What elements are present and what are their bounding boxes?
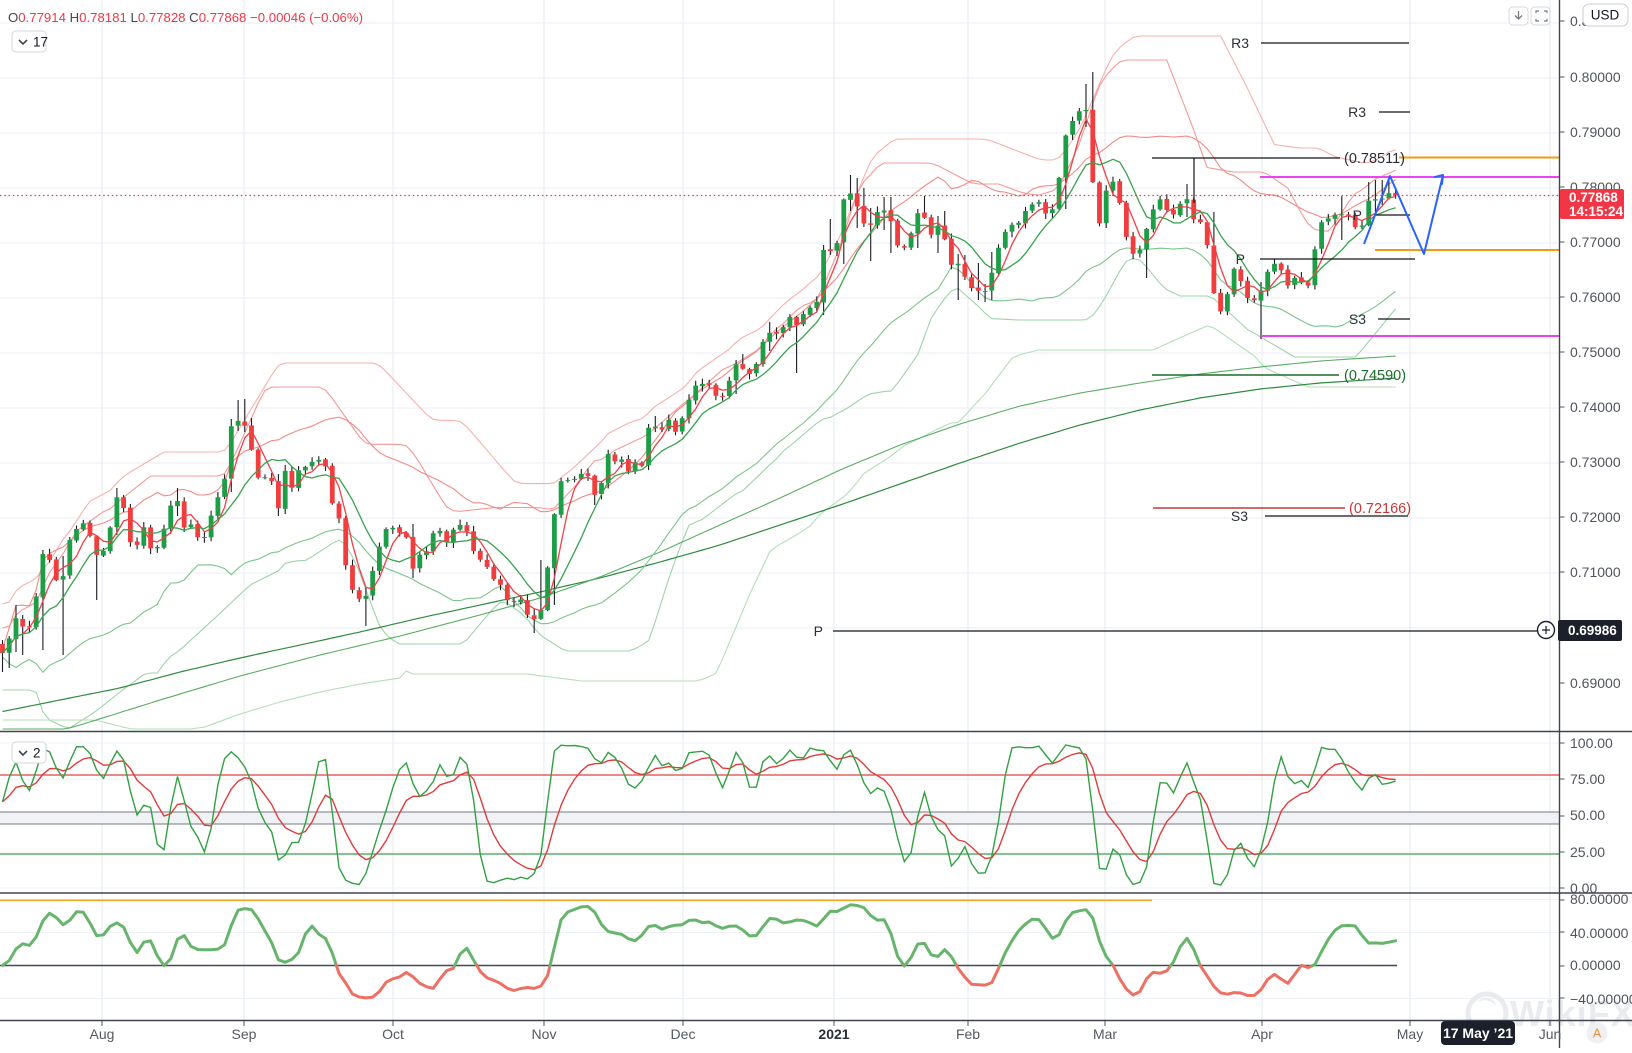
svg-text:Oct: Oct [382, 1026, 404, 1042]
svg-text:0.79000: 0.79000 [1570, 124, 1621, 140]
svg-text:Feb: Feb [956, 1026, 980, 1042]
svg-text:0.72000: 0.72000 [1570, 509, 1621, 525]
svg-text:Sep: Sep [232, 1026, 257, 1042]
svg-text:O0.77914 H0.78181 L0.77828 C0.: O0.77914 H0.78181 L0.77828 C0.77868 −0.0… [8, 10, 363, 25]
svg-text:R3: R3 [1231, 35, 1249, 51]
svg-text:A: A [1593, 1027, 1602, 1041]
svg-text:0.69000: 0.69000 [1570, 675, 1621, 691]
svg-text:50.00: 50.00 [1570, 807, 1605, 823]
svg-text:80.00000: 80.00000 [1570, 891, 1629, 907]
svg-text:(0.72166): (0.72166) [1349, 501, 1411, 517]
svg-text:Apr: Apr [1251, 1026, 1273, 1042]
svg-text:WikiFX: WikiFX [1510, 993, 1632, 1034]
svg-text:0.73000: 0.73000 [1570, 454, 1621, 470]
svg-text:0.77868: 0.77868 [1569, 190, 1618, 205]
svg-text:Nov: Nov [532, 1026, 557, 1042]
svg-text:Dec: Dec [671, 1026, 696, 1042]
svg-text:0.69986: 0.69986 [1568, 623, 1617, 638]
svg-text:P: P [814, 623, 823, 639]
svg-text:0.74000: 0.74000 [1570, 399, 1621, 415]
svg-text:P: P [1236, 251, 1245, 267]
svg-text:0.76000: 0.76000 [1570, 289, 1621, 305]
svg-text:S3: S3 [1349, 311, 1366, 327]
svg-text:−40.00000: −40.00000 [1570, 991, 1632, 1007]
svg-text:17 May ’21: 17 May ’21 [1443, 1025, 1513, 1041]
svg-text:R3: R3 [1348, 104, 1366, 120]
svg-text:S3: S3 [1231, 508, 1248, 524]
svg-text:(0.78511): (0.78511) [1344, 151, 1405, 167]
svg-text:0.00: 0.00 [1570, 880, 1597, 896]
svg-text:Mar: Mar [1093, 1026, 1117, 1042]
svg-text:0.77000: 0.77000 [1570, 234, 1621, 250]
svg-text:100.00: 100.00 [1570, 735, 1613, 751]
svg-text:0.71000: 0.71000 [1570, 564, 1621, 580]
svg-text:Jun: Jun [1539, 1026, 1562, 1042]
svg-text:2021: 2021 [818, 1026, 849, 1042]
svg-text:17: 17 [33, 35, 48, 50]
svg-text:USD: USD [1591, 8, 1620, 23]
svg-text:0.75000: 0.75000 [1570, 344, 1621, 360]
svg-text:25.00: 25.00 [1570, 844, 1605, 860]
svg-text:14:15:24: 14:15:24 [1569, 204, 1624, 219]
svg-text:P: P [1353, 207, 1362, 223]
svg-text:0.80000: 0.80000 [1570, 69, 1621, 85]
svg-text:Aug: Aug [90, 1026, 115, 1042]
svg-text:0.00000: 0.00000 [1570, 957, 1621, 973]
svg-text:May: May [1397, 1026, 1423, 1042]
svg-text:40.00000: 40.00000 [1570, 925, 1629, 941]
svg-text:(0.74590): (0.74590) [1344, 368, 1406, 384]
svg-text:75.00: 75.00 [1570, 771, 1605, 787]
svg-text:2: 2 [33, 746, 41, 761]
